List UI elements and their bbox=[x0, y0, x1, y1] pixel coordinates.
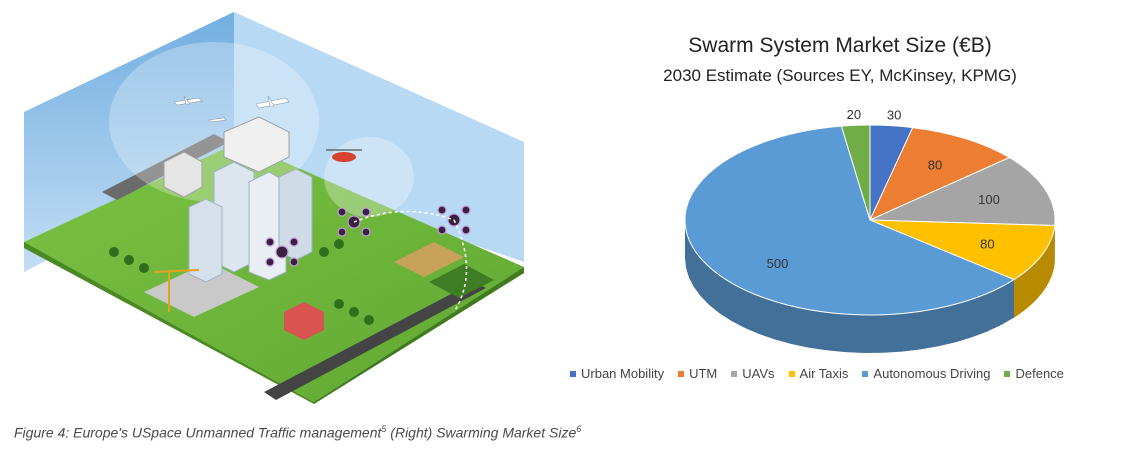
legend-item-utm: UTM bbox=[678, 366, 717, 381]
legend-swatch bbox=[1004, 370, 1011, 377]
pie-side-autonomous-driving bbox=[685, 220, 1014, 353]
pie-label-utm: 80 bbox=[928, 158, 942, 173]
pie-slice-defence bbox=[840, 124, 871, 221]
legend-item-uavs: UAVs bbox=[731, 366, 775, 381]
legend-swatch bbox=[731, 370, 738, 377]
drone-icons bbox=[265, 205, 471, 267]
legend-label: UAVs bbox=[742, 366, 775, 381]
crane-icon bbox=[153, 269, 200, 312]
chart-title: Swarm System Market Size (€B) bbox=[688, 34, 992, 57]
pie-side-air-taxis bbox=[1014, 225, 1055, 318]
pie-label-air-taxis: 80 bbox=[980, 236, 994, 251]
caption-text-2: (Right) Swarming Market Size bbox=[386, 424, 577, 441]
pie-label-defence: 20 bbox=[847, 107, 861, 122]
legend-label: Autonomous Driving bbox=[873, 366, 991, 381]
legend-label: UTM bbox=[689, 366, 718, 381]
legend-item-air-taxis: Air Taxis bbox=[788, 366, 849, 381]
pie-label-urban-mobility: 30 bbox=[887, 107, 901, 122]
pie-slice-autonomous-driving bbox=[684, 125, 1016, 316]
airplane-icons bbox=[173, 95, 290, 123]
legend-swatch bbox=[678, 370, 685, 377]
city-buildings bbox=[163, 116, 324, 340]
legend-swatch bbox=[788, 370, 795, 377]
uspace-traffic-illustration bbox=[24, 12, 524, 404]
legend-item-defence: Defence bbox=[1004, 366, 1064, 381]
caption-text-1: Figure 4: Europe's USpace Unmanned Traff… bbox=[14, 424, 382, 441]
sky-wall-right bbox=[234, 12, 524, 262]
road bbox=[264, 282, 486, 400]
figure-caption: Figure 4: Europe's USpace Unmanned Traff… bbox=[14, 424, 581, 441]
legend-label: Urban Mobility bbox=[581, 366, 665, 381]
caption-ref-1: 5 bbox=[381, 424, 387, 434]
pie-slice-utm bbox=[868, 127, 1011, 222]
chart-subtitle: 2030 Estimate (Sources EY, McKinsey, KPM… bbox=[663, 66, 1017, 85]
chart-legend: Urban Mobility UTM UAVs Air Taxis Autonomous… bbox=[570, 366, 1130, 381]
legend-item-urban-mobility: Urban Mobility bbox=[570, 366, 664, 381]
legend-item-autonomous-driving: Autonomous Driving bbox=[862, 366, 990, 381]
pie-chart: 30 80 100 80 500 20 bbox=[684, 107, 1056, 353]
pie-label-uavs: 100 bbox=[978, 192, 1000, 207]
pie-slice-air-taxis bbox=[869, 219, 1056, 281]
helicopter-icon bbox=[326, 149, 362, 162]
caption-ref-2: 6 bbox=[576, 424, 582, 434]
legend-swatch bbox=[862, 370, 869, 377]
legend-swatch bbox=[570, 370, 576, 377]
pie-slice-uavs bbox=[869, 156, 1056, 227]
legend-label: Defence bbox=[1015, 366, 1064, 381]
legend-label: Air Taxis bbox=[799, 366, 849, 381]
pie-label-autonomous-driving: 500 bbox=[767, 256, 789, 271]
